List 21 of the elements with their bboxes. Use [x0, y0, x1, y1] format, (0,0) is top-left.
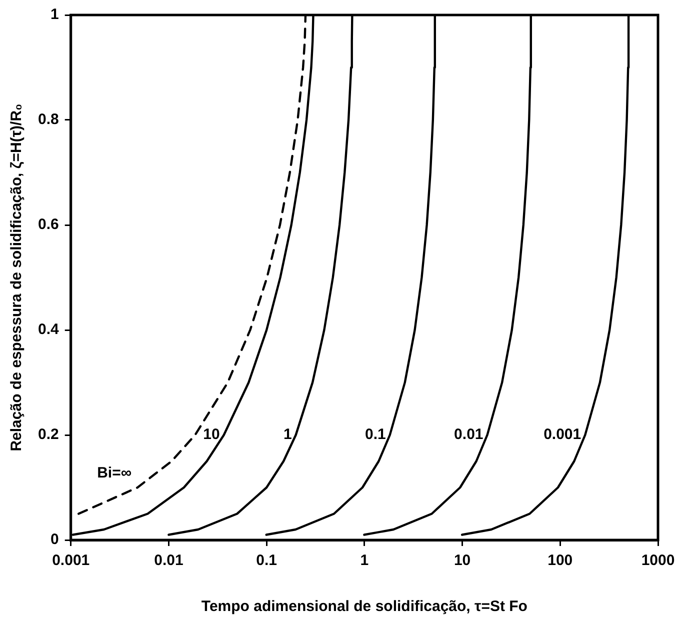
x-tick-label: 0.1: [256, 552, 277, 570]
x-tick-label: 0.01: [154, 552, 184, 570]
series-label: 0.01: [454, 426, 484, 444]
x-tick-label: 1000: [641, 552, 675, 570]
series-label: 0.1: [364, 426, 386, 444]
series-label: 1: [283, 426, 292, 444]
series-label: 10: [203, 426, 220, 444]
series-label: Bi=∞: [97, 464, 132, 482]
y-tick-label: 0.4: [38, 321, 60, 338]
x-tick-label: 100: [548, 552, 573, 570]
y-tick-label: 0: [50, 531, 59, 548]
x-axis-title: Tempo adimensional de solidificação, τ=St Fo: [201, 598, 528, 616]
series-label: 0.001: [544, 426, 582, 444]
y-tick-label: 1: [50, 6, 59, 24]
x-tick-label: 10: [454, 552, 471, 570]
x-tick-label: 1: [360, 552, 369, 570]
y-axis-title: Relação de espessura de solidificação, ζ=H(τ)/R₀: [8, 104, 26, 452]
y-tick-label: 0.6: [38, 216, 59, 234]
y-tick-label: 0.2: [38, 426, 59, 444]
y-tick-label: 0.8: [38, 111, 59, 128]
x-tick-label: 0.001: [52, 552, 90, 570]
